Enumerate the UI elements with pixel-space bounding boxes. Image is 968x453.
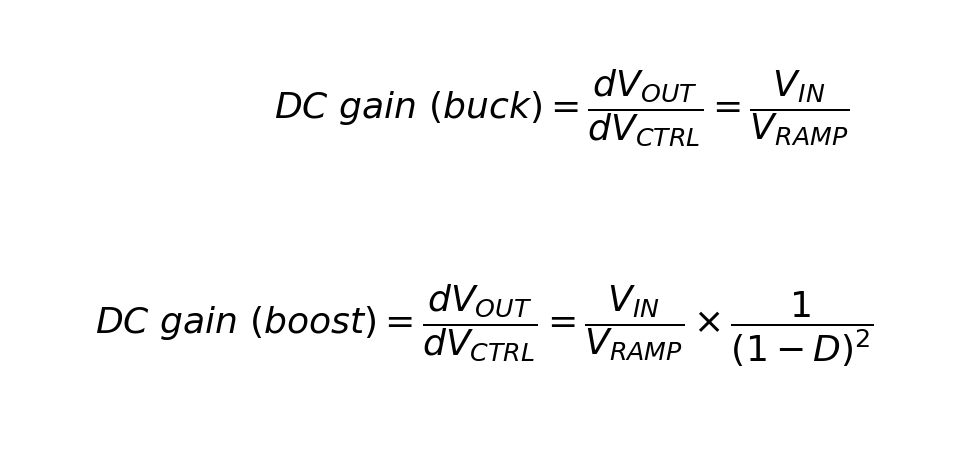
Text: $\mathit{DC\ gain\ (buck)} = \dfrac{\mathit{dV}_{\mathit{OUT}}}{\mathit{dV}_{\ma: $\mathit{DC\ gain\ (buck)} = \dfrac{\mat… — [274, 68, 849, 149]
Text: $\mathit{DC\ gain\ (boost)} = \dfrac{\mathit{dV}_{\mathit{OUT}}}{\mathit{dV}_{\m: $\mathit{DC\ gain\ (boost)} = \dfrac{\ma… — [95, 283, 873, 369]
